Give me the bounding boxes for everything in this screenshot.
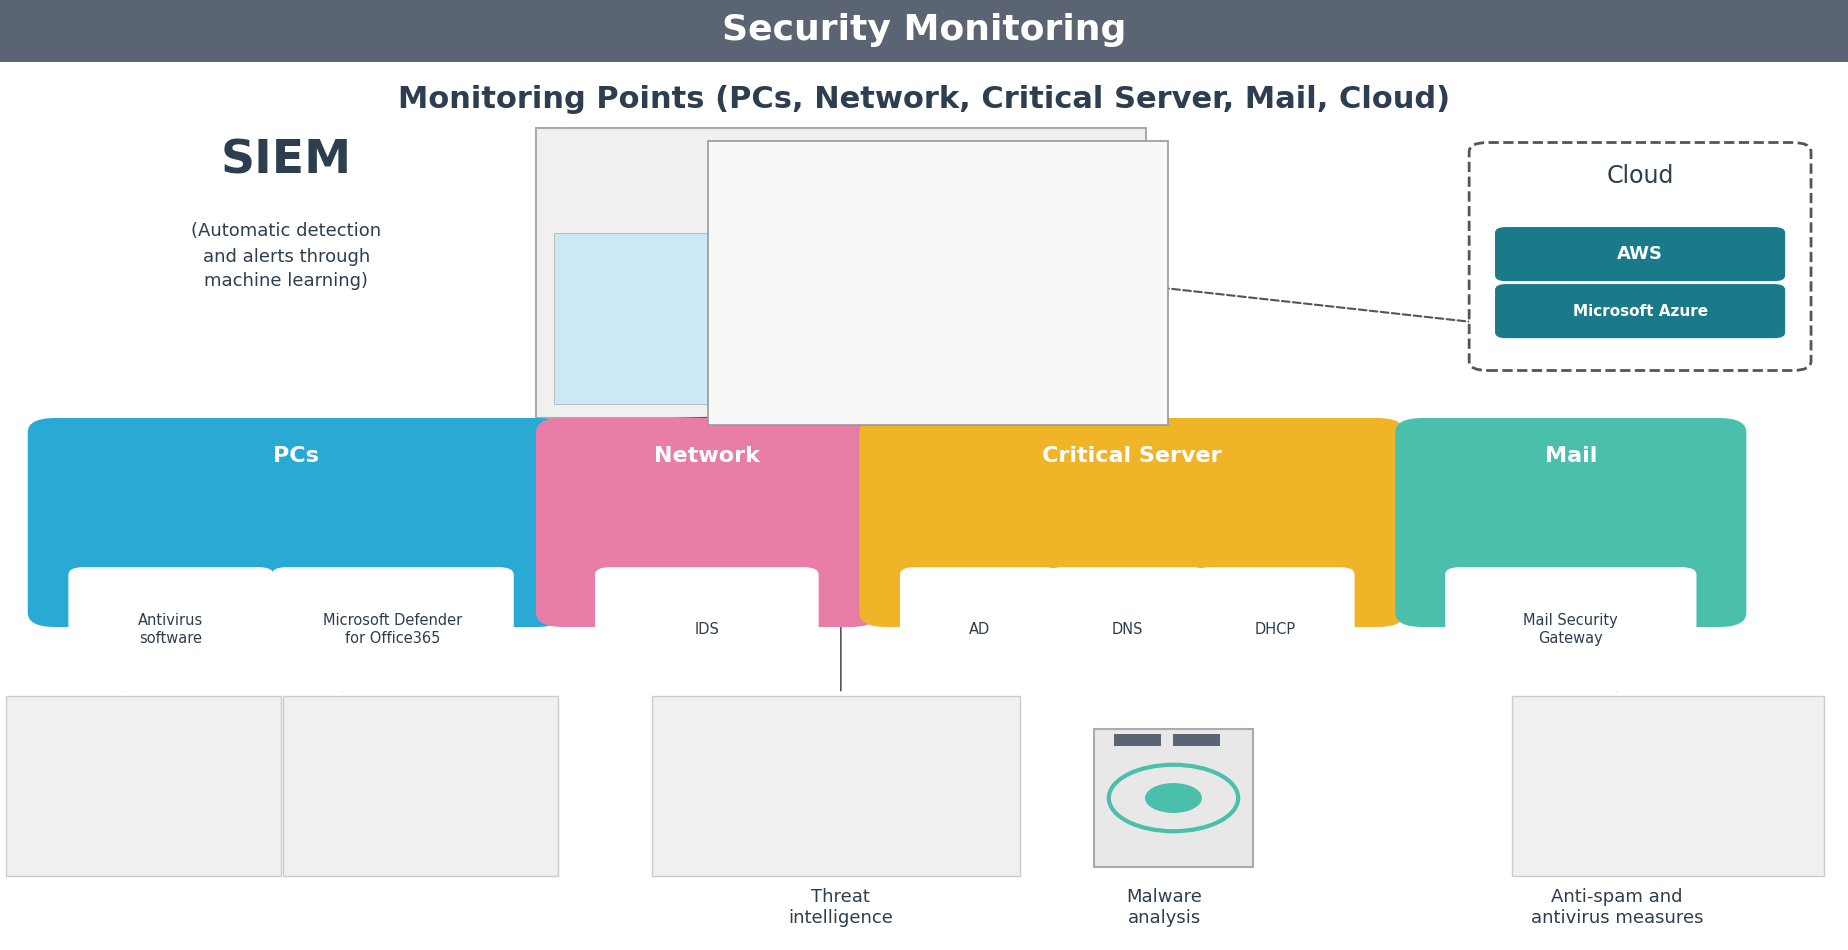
FancyBboxPatch shape [708, 141, 1168, 425]
Text: AD: AD [968, 622, 991, 636]
FancyBboxPatch shape [536, 128, 1146, 418]
FancyBboxPatch shape [900, 567, 1059, 692]
FancyBboxPatch shape [272, 567, 514, 692]
Text: (Automatic detection
and alerts through
machine learning): (Automatic detection and alerts through … [192, 222, 381, 291]
FancyBboxPatch shape [0, 0, 1848, 62]
FancyBboxPatch shape [6, 696, 281, 876]
Text: Critical Server: Critical Server [1042, 446, 1222, 466]
FancyBboxPatch shape [1469, 142, 1811, 370]
FancyBboxPatch shape [1512, 696, 1824, 876]
Text: Anti-spam and
antivirus measures: Anti-spam and antivirus measures [1530, 888, 1704, 926]
Text: Mail Security
Gateway: Mail Security Gateway [1523, 613, 1619, 646]
Text: Microsoft Defender
for Office365: Microsoft Defender for Office365 [323, 613, 462, 646]
FancyBboxPatch shape [595, 567, 819, 692]
Text: SIEM: SIEM [222, 139, 351, 184]
FancyBboxPatch shape [536, 418, 878, 627]
FancyBboxPatch shape [283, 696, 558, 876]
FancyBboxPatch shape [1048, 567, 1207, 692]
Text: DNS: DNS [1111, 622, 1144, 636]
Text: Microsoft Azure: Microsoft Azure [1573, 304, 1708, 318]
FancyBboxPatch shape [1495, 227, 1785, 281]
FancyBboxPatch shape [1395, 418, 1746, 627]
Text: Monitoring Points (PCs, Network, Critical Server, Mail, Cloud): Monitoring Points (PCs, Network, Critica… [397, 86, 1451, 114]
FancyBboxPatch shape [1495, 284, 1785, 338]
Text: Cloud: Cloud [1606, 163, 1674, 188]
FancyBboxPatch shape [1114, 734, 1161, 746]
Text: Malware
analysis: Malware analysis [1125, 888, 1203, 926]
Text: DHCP: DHCP [1255, 622, 1295, 636]
FancyBboxPatch shape [28, 418, 564, 627]
Circle shape [1146, 784, 1201, 812]
Text: Network: Network [654, 446, 760, 466]
Text: IDS: IDS [695, 622, 719, 636]
FancyBboxPatch shape [859, 418, 1404, 627]
Text: Mail: Mail [1545, 446, 1597, 466]
FancyBboxPatch shape [1445, 567, 1696, 692]
Text: Security Monitoring: Security Monitoring [723, 13, 1125, 48]
Text: Threat
intelligence: Threat intelligence [789, 888, 893, 926]
Text: PCs: PCs [274, 446, 318, 466]
Text: AWS: AWS [1617, 245, 1663, 263]
FancyBboxPatch shape [554, 233, 887, 404]
FancyBboxPatch shape [1094, 729, 1253, 867]
FancyBboxPatch shape [1196, 567, 1355, 692]
FancyBboxPatch shape [68, 567, 274, 692]
FancyBboxPatch shape [652, 696, 1020, 876]
Text: Antivirus
software: Antivirus software [139, 613, 203, 646]
FancyBboxPatch shape [1173, 734, 1220, 746]
